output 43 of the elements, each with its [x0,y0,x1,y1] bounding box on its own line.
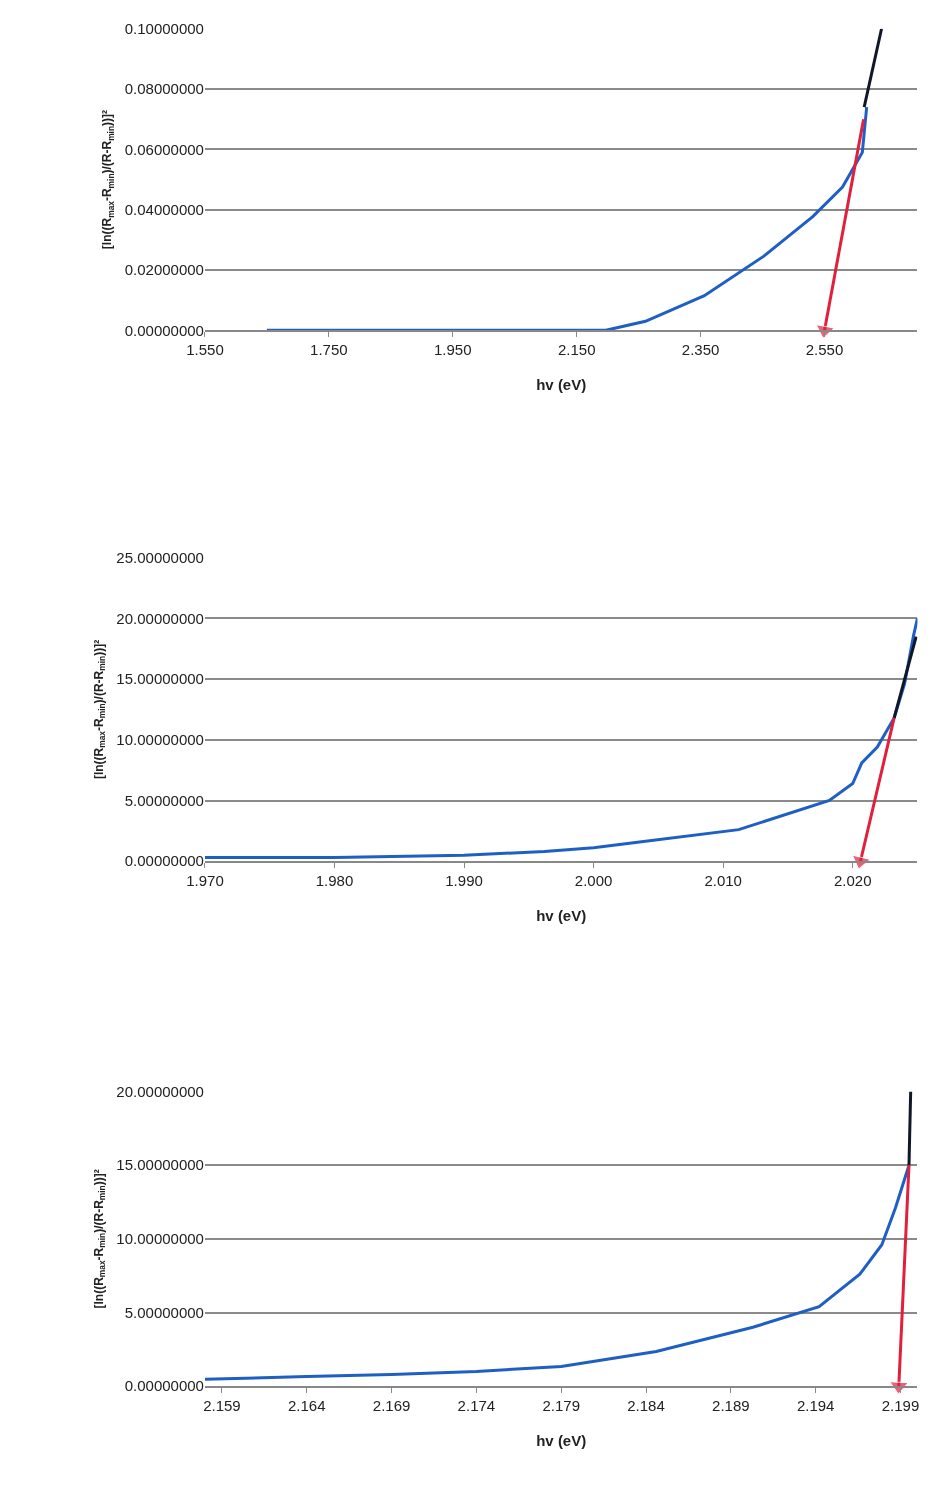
x-tick-label: 1.550 [186,341,224,359]
y-tick-label: 5.00000000 [124,791,204,809]
y-tick-label: 5.00000000 [124,1303,204,1321]
y-tick-label: 0.06000000 [124,140,204,158]
y-tick-label: 15.00000000 [116,1156,204,1174]
y-tick-label: 10.00000000 [116,731,204,749]
x-tick-label: 1.950 [434,341,472,359]
x-tick-label: 2.020 [833,872,872,890]
x-tick-label: 2.184 [627,1397,665,1415]
x-tick-label: 2.189 [712,1397,750,1415]
x-axis-title: hv (eV) [536,1431,587,1449]
y-tick-label: 0.00000000 [124,321,204,339]
line-series [204,616,918,860]
y-tick-label: 0.00000000 [124,1377,204,1395]
x-axis-title: hv (eV) [536,375,587,393]
line-series [265,105,869,331]
x-tick-label: 2.174 [457,1397,496,1415]
y-tick-label: 25.00000000 [116,548,204,566]
y-tick-label: 0.10000000 [124,20,204,38]
x-tick-label: 2.194 [796,1397,835,1415]
x-tick-label: 2.350 [681,341,720,359]
x-tick-label: 2.010 [704,872,742,890]
x-tick-label: 2.550 [805,341,844,359]
y-tick-label: 0.04000000 [124,200,204,218]
x-tick-label: 2.199 [881,1397,920,1415]
x-tick-label: 2.159 [203,1397,241,1415]
y-tick-label: 15.00000000 [116,670,204,688]
x-tick-label: 1.980 [315,872,354,890]
x-tick-label: 2.179 [542,1397,580,1415]
x-tick-label: 2.000 [574,872,613,890]
y-tick-label: 10.00000000 [116,1230,204,1248]
x-tick-label: 2.169 [372,1397,411,1415]
y-tick-label: 0.08000000 [124,80,204,98]
x-tick-label: 2.164 [287,1397,326,1415]
x-axis-title: hv (eV) [536,906,587,924]
y-tick-label: 0.00000000 [124,852,204,870]
y-tick-label: 0.02000000 [124,261,204,279]
x-tick-label: 1.990 [445,872,483,890]
x-tick-label: 1.750 [310,341,348,359]
x-tick-label: 2.150 [557,341,596,359]
y-tick-label: 20.00000000 [116,1082,204,1100]
y-tick-label: 20.00000000 [116,609,204,627]
x-tick-label: 1.970 [186,872,224,890]
